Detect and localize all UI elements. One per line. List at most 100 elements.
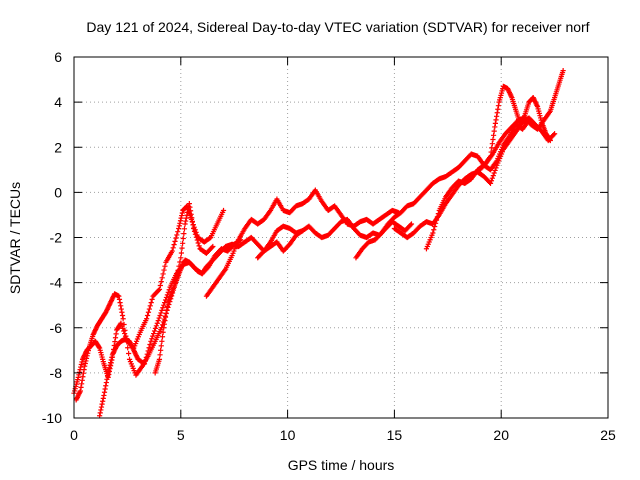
- data-point: [180, 235, 186, 242]
- data-point: [81, 367, 87, 373]
- data-point: [169, 248, 175, 254]
- data-point: [490, 132, 497, 138]
- data-point: [105, 370, 111, 376]
- data-point: [173, 235, 179, 241]
- data-point: [155, 287, 162, 293]
- data-point: [176, 223, 182, 229]
- data-point: [112, 339, 118, 345]
- data-point: [194, 237, 200, 243]
- data-point: [181, 226, 188, 232]
- data-point: [430, 230, 436, 236]
- data-point: [84, 353, 90, 359]
- data-point: [210, 243, 216, 250]
- data-point: [97, 413, 103, 419]
- data-point: [78, 384, 84, 390]
- data-point: [431, 227, 437, 233]
- data-point: [152, 325, 159, 331]
- y-tick-label: 0: [54, 184, 62, 200]
- data-point: [108, 357, 114, 363]
- data-point: [109, 354, 115, 361]
- data-point: [117, 300, 123, 306]
- data-point: [186, 201, 192, 207]
- data-point: [154, 320, 160, 326]
- y-tick-label: 4: [54, 94, 62, 110]
- data-point: [119, 312, 126, 319]
- data-point: [489, 141, 495, 147]
- data-point: [119, 309, 125, 315]
- data-point: [162, 318, 168, 324]
- data-point: [184, 209, 191, 215]
- data-point: [175, 229, 181, 235]
- data-point: [147, 303, 153, 309]
- data-point: [83, 355, 90, 361]
- data-point: [104, 373, 111, 379]
- data-point: [176, 225, 182, 232]
- data-point: [182, 221, 188, 227]
- data-layer: [71, 67, 566, 419]
- data-point: [163, 294, 170, 301]
- x-tick-label: 20: [493, 427, 509, 443]
- data-point: [158, 279, 164, 285]
- data-point: [179, 210, 185, 216]
- data-point: [80, 374, 86, 380]
- x-tick-label: 15: [387, 427, 403, 443]
- data-point: [179, 245, 185, 251]
- grid-lines: [74, 57, 608, 418]
- data-point: [78, 361, 84, 368]
- data-point: [178, 255, 184, 261]
- data-point: [161, 321, 167, 327]
- data-point: [82, 363, 88, 369]
- data-point: [161, 302, 167, 308]
- data-point: [77, 388, 84, 394]
- x-tick-label: 5: [177, 427, 185, 443]
- data-point: [220, 207, 227, 214]
- data-point: [151, 328, 158, 334]
- data-point: [144, 316, 150, 322]
- data-point: [188, 211, 194, 217]
- data-point: [178, 250, 185, 256]
- data-point: [158, 310, 164, 316]
- data-point: [196, 243, 202, 249]
- data-point: [489, 175, 495, 181]
- data-point: [158, 343, 164, 349]
- data-point: [547, 137, 553, 144]
- data-point: [494, 113, 500, 119]
- data-point: [494, 110, 500, 116]
- data-point: [489, 145, 495, 151]
- y-tick-label: -8: [50, 365, 63, 381]
- data-point: [192, 231, 199, 237]
- data-point: [104, 376, 110, 382]
- data-point: [118, 306, 124, 312]
- data-point: [191, 228, 198, 234]
- data-point: [159, 338, 165, 344]
- data-point: [98, 407, 104, 413]
- series-track-1: [71, 203, 227, 396]
- data-point: [547, 136, 553, 143]
- data-point: [159, 307, 165, 313]
- data-point: [161, 325, 167, 331]
- data-point: [85, 350, 91, 356]
- data-point: [151, 330, 157, 337]
- data-point: [149, 336, 155, 342]
- data-point: [209, 244, 215, 251]
- series-track-5: [203, 187, 402, 299]
- data-point: [102, 386, 108, 392]
- data-point: [125, 345, 131, 351]
- data-point: [106, 365, 112, 371]
- data-point: [121, 321, 127, 328]
- data-point: [552, 131, 558, 137]
- y-tick-label: 2: [54, 139, 62, 155]
- data-point: [98, 404, 105, 410]
- data-point: [187, 208, 194, 214]
- data-point: [106, 367, 112, 373]
- data-point: [181, 231, 187, 237]
- data-point: [492, 167, 498, 174]
- data-point: [100, 398, 106, 404]
- data-point: [158, 347, 164, 353]
- data-point: [116, 293, 122, 299]
- data-point: [78, 364, 84, 370]
- x-axis-label: GPS time / hours: [288, 457, 395, 473]
- data-point: [187, 204, 193, 210]
- data-point: [118, 320, 124, 326]
- data-point: [99, 401, 105, 407]
